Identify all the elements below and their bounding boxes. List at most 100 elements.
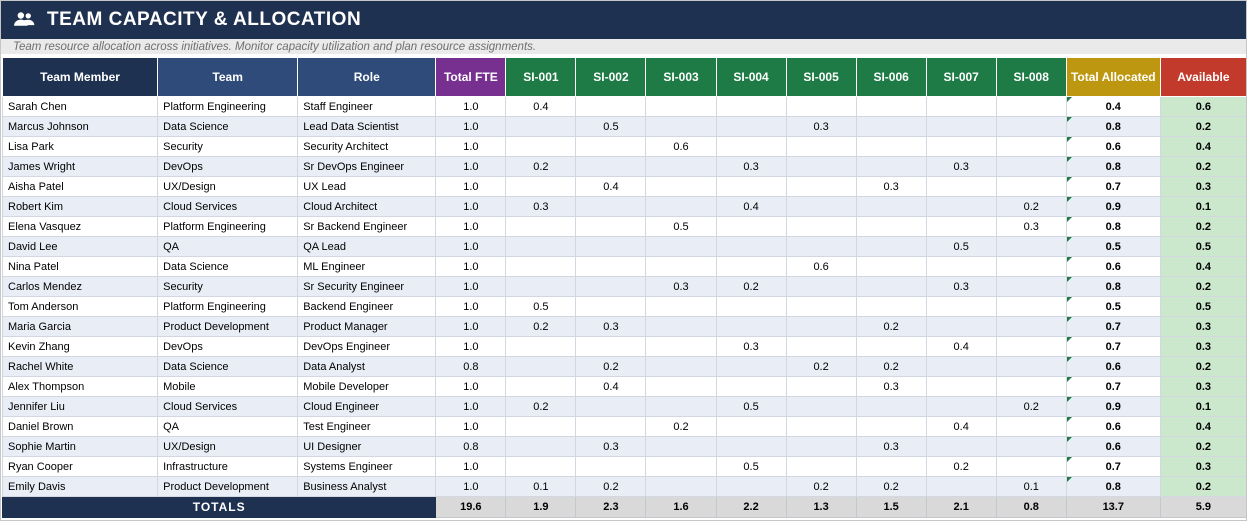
available-cell[interactable]: 0.5	[1159, 236, 1246, 257]
role-cell[interactable]: ML Engineer	[297, 256, 437, 277]
allocation-cell-si-005[interactable]	[785, 296, 857, 317]
total-fte-cell[interactable]: 1.0	[435, 416, 507, 437]
team-cell[interactable]: UX/Design	[157, 436, 299, 457]
total-fte-cell[interactable]: 0.8	[435, 356, 507, 377]
allocation-cell-si-002[interactable]: 0.3	[575, 316, 647, 337]
team-cell[interactable]: QA	[157, 416, 299, 437]
column-header-si-005[interactable]: SI-005	[785, 57, 857, 97]
allocation-cell-si-005[interactable]	[785, 276, 857, 297]
team-cell[interactable]: Platform Engineering	[157, 96, 299, 117]
totals-allocation-cell-si-002[interactable]: 2.3	[575, 496, 647, 518]
member-name-cell[interactable]: David Lee	[1, 236, 159, 257]
allocation-cell-si-002[interactable]: 0.5	[575, 116, 647, 137]
allocation-cell-si-001[interactable]: 0.5	[505, 296, 577, 317]
member-name-cell[interactable]: Maria Garcia	[1, 316, 159, 337]
allocation-cell-si-007[interactable]: 0.2	[925, 456, 997, 477]
total-allocated-cell[interactable]: 0.8	[1065, 216, 1161, 237]
member-name-cell[interactable]: Rachel White	[1, 356, 159, 377]
allocation-cell-si-006[interactable]	[855, 216, 927, 237]
total-allocated-cell[interactable]: 0.6	[1065, 256, 1161, 277]
allocation-cell-si-006[interactable]: 0.2	[855, 356, 927, 377]
allocation-cell-si-005[interactable]	[785, 156, 857, 177]
member-name-cell[interactable]: Emily Davis	[1, 476, 159, 497]
allocation-cell-si-008[interactable]	[995, 96, 1067, 117]
available-cell[interactable]: 0.3	[1159, 316, 1246, 337]
allocation-cell-si-002[interactable]: 0.3	[575, 436, 647, 457]
allocation-cell-si-007[interactable]	[925, 316, 997, 337]
total-fte-cell[interactable]: 1.0	[435, 276, 507, 297]
allocation-cell-si-008[interactable]	[995, 336, 1067, 357]
allocation-cell-si-004[interactable]	[715, 176, 787, 197]
total-allocated-cell[interactable]: 0.5	[1065, 296, 1161, 317]
team-cell[interactable]: Data Science	[157, 256, 299, 277]
member-name-cell[interactable]: Elena Vasquez	[1, 216, 159, 237]
team-cell[interactable]: Platform Engineering	[157, 296, 299, 317]
allocation-cell-si-003[interactable]	[645, 356, 717, 377]
allocation-cell-si-001[interactable]	[505, 356, 577, 377]
allocation-cell-si-001[interactable]: 0.2	[505, 316, 577, 337]
team-cell[interactable]: Cloud Services	[157, 396, 299, 417]
available-cell[interactable]: 0.4	[1159, 416, 1246, 437]
column-header-team-member[interactable]: Team Member	[1, 57, 159, 97]
column-header-si-003[interactable]: SI-003	[645, 57, 717, 97]
totals-allocation-cell-si-001[interactable]: 1.9	[505, 496, 577, 518]
allocation-cell-si-007[interactable]	[925, 476, 997, 497]
allocation-cell-si-004[interactable]: 0.3	[715, 336, 787, 357]
allocation-cell-si-005[interactable]	[785, 396, 857, 417]
allocation-cell-si-007[interactable]	[925, 296, 997, 317]
available-cell[interactable]: 0.1	[1159, 396, 1246, 417]
allocation-cell-si-006[interactable]: 0.2	[855, 316, 927, 337]
role-cell[interactable]: Product Manager	[297, 316, 437, 337]
total-fte-cell[interactable]: 1.0	[435, 256, 507, 277]
total-fte-cell[interactable]: 0.8	[435, 436, 507, 457]
allocation-cell-si-002[interactable]	[575, 96, 647, 117]
total-allocated-cell[interactable]: 0.7	[1065, 376, 1161, 397]
team-cell[interactable]: Cloud Services	[157, 196, 299, 217]
allocation-cell-si-005[interactable]	[785, 416, 857, 437]
total-fte-cell[interactable]: 1.0	[435, 196, 507, 217]
allocation-cell-si-002[interactable]	[575, 296, 647, 317]
allocation-cell-si-004[interactable]	[715, 96, 787, 117]
column-header-si-004[interactable]: SI-004	[715, 57, 787, 97]
totals-allocation-cell-si-006[interactable]: 1.5	[855, 496, 927, 518]
team-cell[interactable]: Platform Engineering	[157, 216, 299, 237]
member-name-cell[interactable]: Tom Anderson	[1, 296, 159, 317]
allocation-cell-si-002[interactable]: 0.4	[575, 376, 647, 397]
allocation-cell-si-002[interactable]	[575, 136, 647, 157]
allocation-cell-si-008[interactable]: 0.2	[995, 196, 1067, 217]
allocation-cell-si-007[interactable]	[925, 96, 997, 117]
column-header-si-008[interactable]: SI-008	[995, 57, 1067, 97]
role-cell[interactable]: Sr Backend Engineer	[297, 216, 437, 237]
team-cell[interactable]: Product Development	[157, 316, 299, 337]
allocation-cell-si-002[interactable]: 0.2	[575, 356, 647, 377]
role-cell[interactable]: Security Architect	[297, 136, 437, 157]
allocation-cell-si-005[interactable]	[785, 376, 857, 397]
available-cell[interactable]: 0.2	[1159, 156, 1246, 177]
column-header-si-007[interactable]: SI-007	[925, 57, 997, 97]
allocation-cell-si-008[interactable]	[995, 356, 1067, 377]
member-name-cell[interactable]: Robert Kim	[1, 196, 159, 217]
column-header-si-002[interactable]: SI-002	[575, 57, 647, 97]
allocation-cell-si-005[interactable]	[785, 456, 857, 477]
total-allocated-cell[interactable]: 0.8	[1065, 276, 1161, 297]
role-cell[interactable]: Cloud Engineer	[297, 396, 437, 417]
allocation-cell-si-004[interactable]: 0.5	[715, 396, 787, 417]
column-header-si-006[interactable]: SI-006	[855, 57, 927, 97]
allocation-cell-si-007[interactable]	[925, 396, 997, 417]
total-fte-cell[interactable]: 1.0	[435, 376, 507, 397]
allocation-cell-si-001[interactable]	[505, 216, 577, 237]
allocation-cell-si-003[interactable]	[645, 396, 717, 417]
total-allocated-cell[interactable]: 0.5	[1065, 236, 1161, 257]
allocation-cell-si-002[interactable]	[575, 336, 647, 357]
role-cell[interactable]: Business Analyst	[297, 476, 437, 497]
allocation-cell-si-003[interactable]	[645, 96, 717, 117]
member-name-cell[interactable]: Nina Patel	[1, 256, 159, 277]
allocation-cell-si-006[interactable]	[855, 456, 927, 477]
allocation-cell-si-006[interactable]	[855, 296, 927, 317]
allocation-cell-si-003[interactable]	[645, 236, 717, 257]
allocation-cell-si-004[interactable]	[715, 376, 787, 397]
allocation-cell-si-006[interactable]	[855, 396, 927, 417]
allocation-cell-si-007[interactable]	[925, 256, 997, 277]
total-allocated-cell[interactable]: 0.9	[1065, 396, 1161, 417]
allocation-cell-si-003[interactable]	[645, 116, 717, 137]
